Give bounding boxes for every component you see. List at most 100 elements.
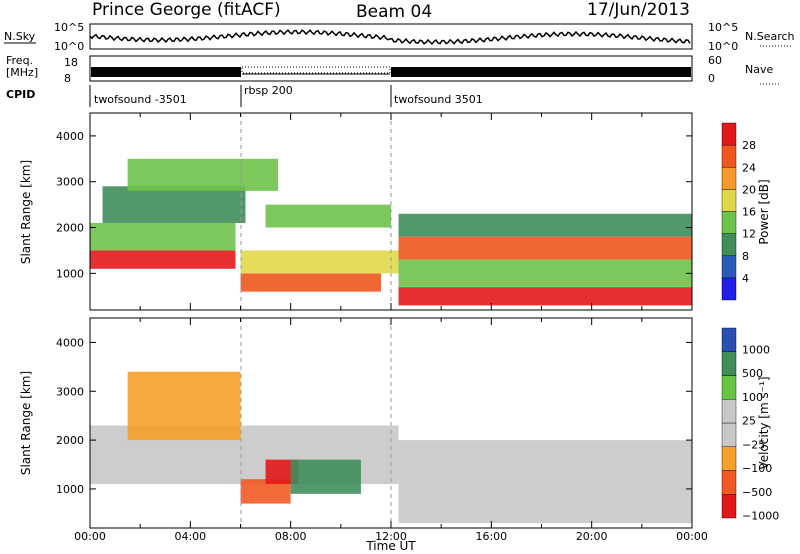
time-tick-label: 00:00 (74, 530, 106, 543)
power-colorbar-swatch (721, 122, 737, 146)
cpid-label: CPID (6, 88, 35, 101)
power-colorbar-swatch (721, 233, 737, 256)
power-colorbar-tick: 4 (742, 272, 749, 285)
cpid-segment-3: twofsound 3501 (394, 93, 483, 106)
velocity-colorbar-swatch (721, 494, 737, 519)
nsearch-tick-top: 10^5 (708, 21, 738, 34)
power-x-ticks (89, 113, 693, 310)
freq-label-1: Freq. (6, 54, 33, 67)
velocity-x-ticks (89, 318, 693, 528)
velocity-band (398, 440, 692, 524)
power-colorbar-label: Power [dB] (757, 179, 771, 244)
velocity-colorbar-tick: −100 (742, 462, 772, 475)
date-label: 17/Jun/2013 (587, 0, 690, 20)
power-band (398, 259, 692, 288)
power-y-ticks: 1000 2000 3000 4000 (56, 130, 692, 280)
velocity-ylabel: Slant Range [km] (19, 371, 33, 475)
velocity-band (127, 371, 241, 441)
power-band (398, 213, 692, 237)
velocity-colorbar-swatch (721, 422, 737, 447)
power-colorbar-tick: 20 (742, 183, 756, 196)
time-tick-label: 04:00 (174, 530, 206, 543)
power-band (398, 236, 692, 260)
time-axis-label: Time UT (365, 539, 416, 553)
power-ytick-label: 2000 (56, 222, 84, 235)
time-tick-label: 16:00 (475, 530, 507, 543)
nsearch-label: N.Search (745, 30, 795, 43)
velocity-colorbar-tick: −1000 (742, 510, 779, 523)
cpid-segment-1: twofsound -3501 (94, 93, 187, 106)
time-tick-label: 00:00 (676, 530, 708, 543)
velocity-ytick-label: 2000 (56, 434, 84, 447)
power-colorbar-swatch (721, 144, 737, 168)
freq-tick-top: 18 (64, 56, 78, 69)
nsky-tick-bottom: 10^0 (54, 40, 84, 53)
power-ylabel: Slant Range [km] (19, 160, 33, 264)
time-tick-label: 20:00 (576, 530, 608, 543)
power-colorbar-tick: 16 (742, 206, 756, 219)
velocity-ytick-label: 1000 (56, 483, 84, 496)
power-colorbar-tick: 24 (742, 161, 756, 174)
time-tick-label: 08:00 (275, 530, 307, 543)
power-band (265, 204, 391, 228)
power-band (90, 250, 236, 269)
velocity-colorbar-tick: −25 (742, 438, 765, 451)
power-band (127, 158, 279, 191)
velocity-ytick-label: 4000 (56, 336, 84, 349)
velocity-colorbar: 1000 500 100 25 −25 −100 −500 −1000 (721, 327, 779, 523)
power-band (240, 273, 381, 292)
power-band (240, 250, 399, 274)
nsky-tick-top: 10^5 (54, 21, 84, 34)
power-band (90, 222, 236, 251)
power-colorbar-tick: 8 (742, 250, 749, 263)
cpid-segment-2: rbsp 200 (244, 84, 293, 97)
velocity-ytick-label: 3000 (56, 385, 84, 398)
power-heatmap (90, 158, 692, 306)
velocity-colorbar-label: Velocity [m s⁻¹] (757, 376, 771, 469)
power-band (102, 186, 246, 223)
nsky-trace-path (89, 29, 691, 46)
freq-block-2 (241, 66, 391, 74)
nave-tick-top: 60 (708, 54, 722, 67)
power-colorbar-swatch (721, 167, 737, 190)
freq-block-1 (91, 67, 241, 77)
velocity-heatmap (90, 371, 692, 524)
beam-label: Beam 04 (356, 2, 432, 22)
power-colorbar-tick: 28 (742, 139, 756, 152)
velocity-colorbar-swatch (721, 327, 737, 352)
power-colorbar-swatch (721, 189, 737, 212)
nsky-trace (89, 29, 691, 46)
station-title: Prince George (fitACF) (92, 0, 281, 20)
nsearch-tick-bottom: 10^0 (708, 40, 738, 53)
freq-tick-bottom: 8 (64, 72, 71, 85)
power-ytick-label: 1000 (56, 267, 84, 280)
velocity-colorbar-swatch (721, 446, 737, 471)
power-ytick-label: 4000 (56, 130, 84, 143)
velocity-colorbar-swatch (721, 351, 737, 376)
velocity-y-ticks: 1000 2000 3000 4000 (56, 336, 692, 496)
velocity-colorbar-swatch (721, 375, 737, 400)
nave-tick-bottom: 0 (708, 72, 715, 85)
velocity-colorbar-tick: 1000 (742, 343, 770, 356)
velocity-band (290, 459, 361, 494)
velocity-colorbar-swatch (721, 399, 737, 424)
velocity-colorbar-tick: −500 (742, 486, 772, 499)
nave-label: Nave (745, 63, 773, 76)
power-colorbar-swatch (721, 255, 737, 279)
velocity-colorbar-tick: 100 (742, 391, 763, 404)
nsky-label: N.Sky (4, 30, 36, 43)
velocity-colorbar-tick: 25 (742, 415, 756, 428)
freq-panel (89, 55, 693, 82)
freq-label-2: [MHz] (6, 66, 38, 79)
power-colorbar-swatch (721, 211, 737, 234)
power-colorbar: 4 8 12 16 20 24 28 (721, 122, 756, 301)
velocity-colorbar-tick: 500 (742, 367, 763, 380)
time-tick-label: 12:00 (375, 530, 407, 543)
freq-block-3 (391, 67, 691, 77)
power-colorbar-swatch (721, 277, 737, 301)
power-colorbar-tick: 12 (742, 228, 756, 241)
velocity-colorbar-swatch (721, 470, 737, 495)
power-ytick-label: 3000 (56, 176, 84, 189)
power-band (398, 287, 692, 306)
